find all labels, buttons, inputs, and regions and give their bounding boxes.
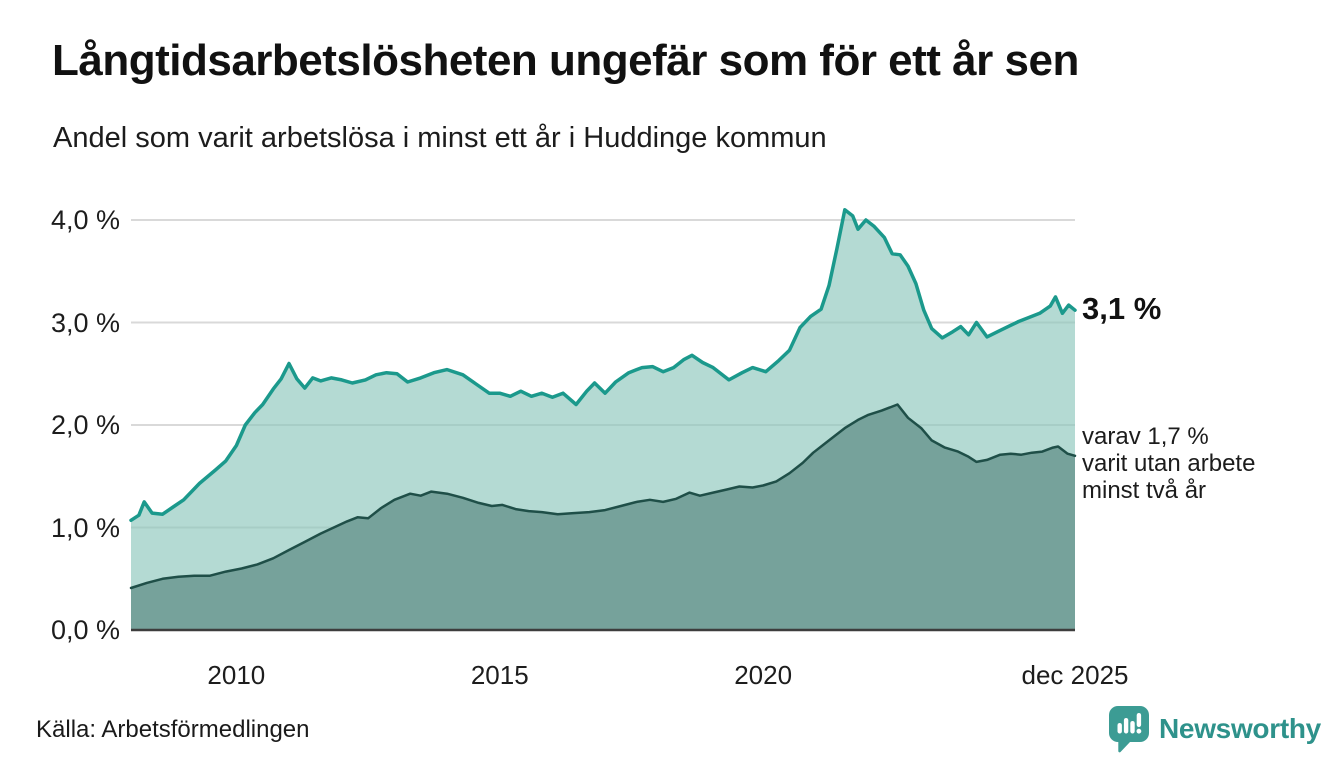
y-tick-label: 0,0 % [50, 615, 120, 645]
x-tick-label: 2010 [207, 660, 266, 690]
x-tick-label: dec 2025 [1021, 660, 1129, 690]
newsworthy-icon [1109, 706, 1149, 753]
source-note: Källa: Arbetsförmedlingen [36, 716, 310, 743]
x-tick-label: 2020 [734, 660, 793, 690]
line-total-one-year [129, 208, 1077, 523]
chart-subtitle: Andel som varit arbetslösa i minst ett å… [53, 122, 827, 154]
y-tick-label: 3,0 % [50, 307, 120, 338]
x-tick-label: 2015 [470, 660, 529, 690]
newsworthy-wordmark: Newsworthy [1159, 713, 1321, 744]
line-two-year [129, 403, 1077, 590]
end-value-label-total: 3,1 % [1082, 291, 1162, 326]
y-tick-label: 4,0 % [50, 205, 120, 235]
end-value-label-two-year: varav 1,7 % varit utan arbete minst två … [1082, 423, 1255, 504]
end-value-label-two-year-line2: varit utan arbete [1082, 450, 1256, 477]
newsworthy-logo[interactable]: Newsworthy [1108, 704, 1321, 754]
chart-title: Långtidsarbetslösheten ungefär som för e… [52, 36, 1079, 85]
area-two-year [131, 404, 1075, 630]
end-value-label-two-year-line3: minst två år [1082, 477, 1207, 504]
end-value-label-two-year-line1: varav 1,7 % [1082, 423, 1209, 450]
y-tick-label: 2,0 % [50, 410, 120, 440]
y-tick-label: 1,0 % [50, 512, 120, 543]
